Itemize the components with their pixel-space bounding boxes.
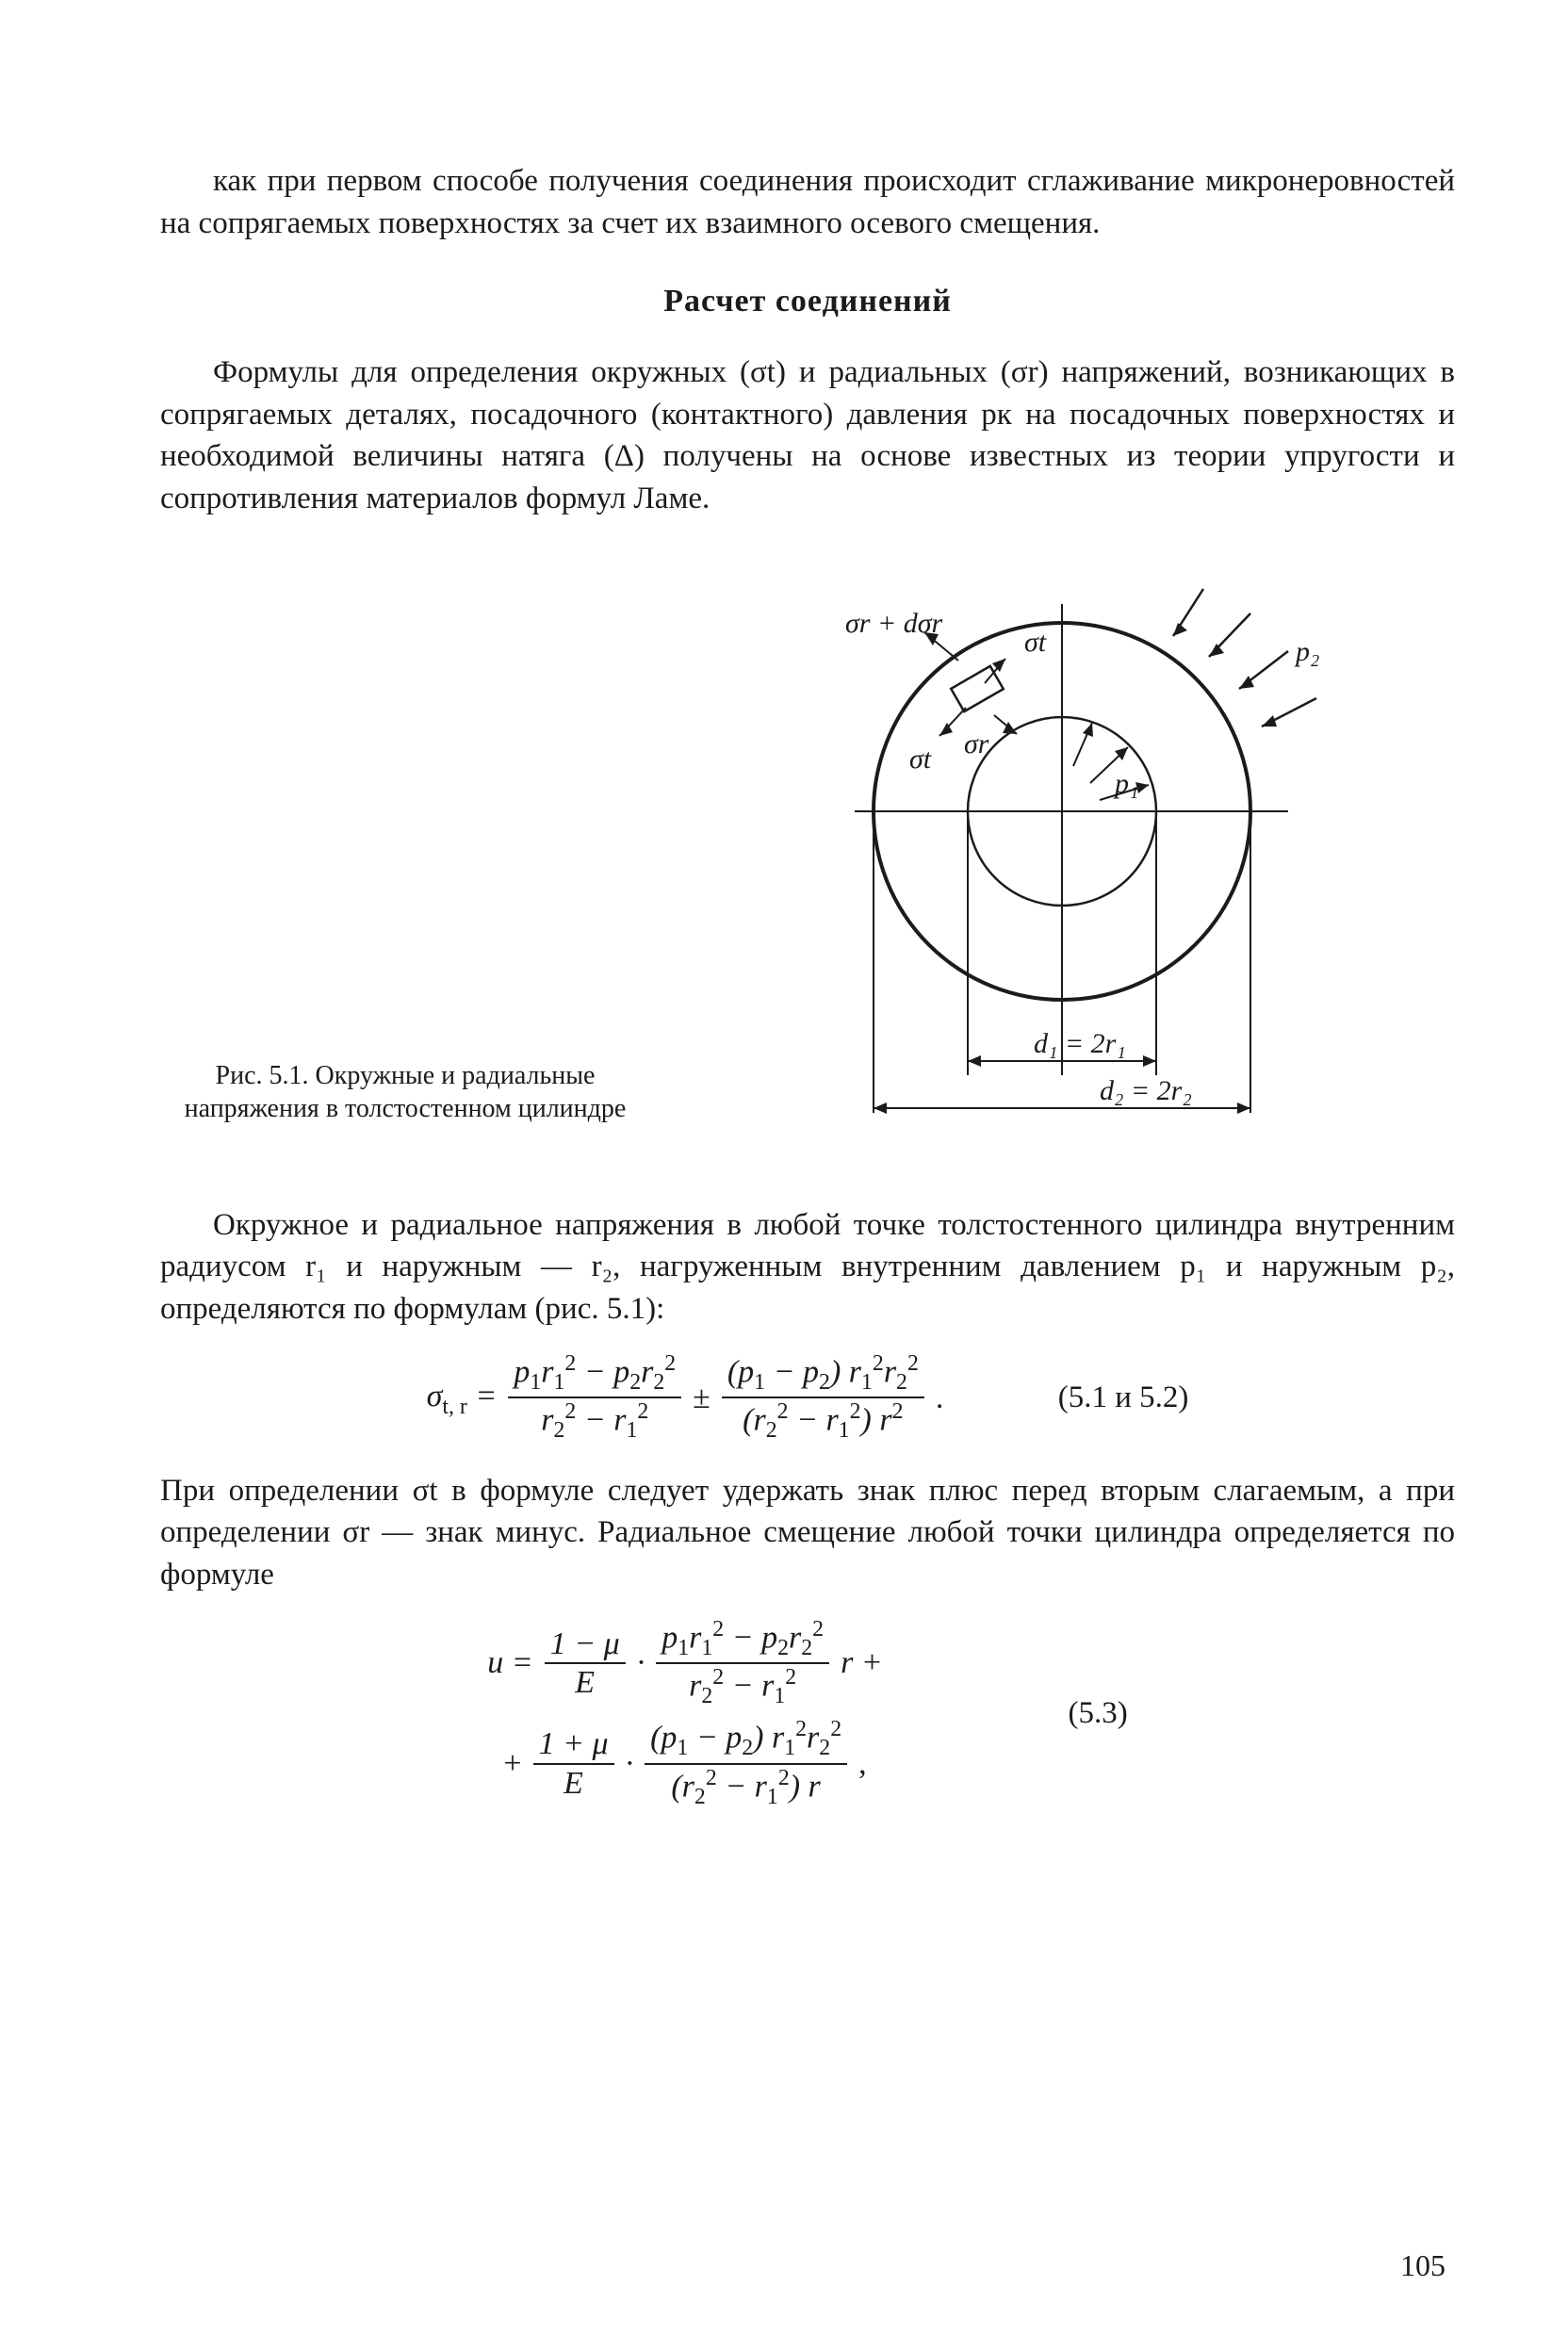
eq2b-coef-num: 1 + μ [533, 1727, 614, 1761]
eq1-lhs: σt, r = [427, 1375, 498, 1422]
label-sigma-t: σt [1024, 627, 1047, 658]
lead-paragraph: как при первом способе получения соедине… [160, 160, 1455, 244]
figure-svg-wrap: σr + dσr σt σt σr p₂ p₁ d₁ = 2r₁ d₂ = 2r… [669, 547, 1455, 1163]
eq1-term2-den: (r22 − r12) r2 [737, 1400, 908, 1443]
label-d1: d₁ = 2r₁ [1034, 1028, 1126, 1059]
page: как при первом способе получения соедине… [0, 0, 1568, 2352]
eq2-label: (5.3) [939, 1692, 1128, 1735]
eq1-term1-den: r22 − r12 [535, 1400, 654, 1443]
eq1-term2-num: (p1 − p2) r12r22 [722, 1352, 924, 1395]
section-title: Расчет соединений [160, 280, 1455, 323]
eq1-suffix: . [936, 1377, 944, 1420]
paragraph-after-eq1: При определении σt в формуле следует уде… [160, 1470, 1455, 1596]
eq2a-main-num: p1r12 − p2r22 [656, 1618, 829, 1660]
eq2a-lhs: u = [487, 1642, 532, 1685]
eq2b-lead: + [503, 1742, 521, 1786]
intro-paragraph: Формулы для определения окружных (σt) и … [160, 351, 1455, 519]
eq2a-coef-num: 1 − μ [545, 1627, 626, 1661]
figure-caption: Рис. 5.1. Окружные и радиальные напряжен… [160, 1059, 650, 1163]
label-sigma-r-diff: σr + dσr [845, 608, 943, 639]
label-p1: p₁ [1113, 768, 1138, 799]
eq2a-suffix: r + [841, 1642, 883, 1685]
eq2a-main-den: r22 − r12 [683, 1666, 802, 1708]
label-p2: p₂ [1294, 636, 1319, 667]
label-sigma-t-left: σt [909, 743, 932, 775]
eq2a-coef-den: E [569, 1666, 600, 1700]
eq2b-main-num: (p1 − p2) r12r22 [645, 1718, 847, 1760]
equation-5-3: u = 1 − μ E · p1r12 − p2r22 r22 − r12 r … [160, 1618, 1455, 1808]
eq1-label: (5.1 и 5.2) [1000, 1377, 1188, 1419]
label-d2: d₂ = 2r₂ [1100, 1075, 1192, 1106]
eq1-pm: ± [693, 1377, 710, 1420]
equation-5-1-5-2: σt, r = p1r12 − p2r22 r22 − r12 ± (p1 − … [160, 1352, 1455, 1443]
eq1-term1-num: p1r12 − p2r22 [508, 1352, 681, 1395]
figure-row: Рис. 5.1. Окружные и радиальные напряжен… [160, 547, 1455, 1163]
eq2b-suffix: , [858, 1742, 867, 1786]
eq2b-main-den: (r22 − r12) r [665, 1767, 825, 1809]
paragraph-after-figure: Окружное и радиальное напряжения в любой… [160, 1204, 1455, 1331]
label-sigma-r: σr [964, 728, 989, 760]
page-number: 105 [1400, 2246, 1446, 2286]
cylinder-stress-diagram: σr + dσr σt σt σr p₂ p₁ d₁ = 2r₁ d₂ = 2r… [723, 547, 1401, 1151]
eq2b-coef-den: E [558, 1767, 589, 1801]
